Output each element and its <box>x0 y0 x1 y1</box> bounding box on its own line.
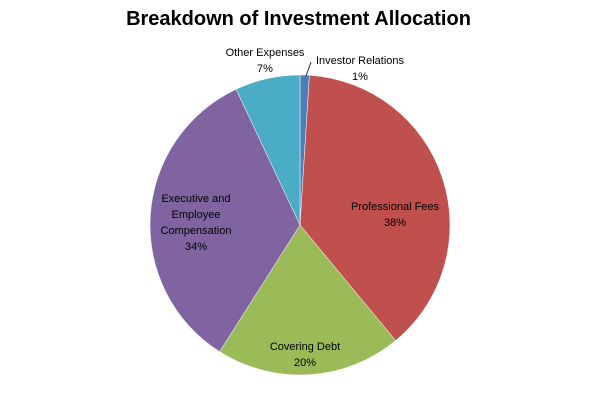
value-label: 7% <box>257 63 273 75</box>
value-label: 38% <box>383 217 407 229</box>
pie-slice <box>299 75 451 341</box>
pie-slice <box>149 88 301 352</box>
pie-slice <box>235 74 301 226</box>
category-label: Professional Fees <box>350 201 440 213</box>
slice-label: Executive and Employee Compensation 34% <box>146 191 246 255</box>
slice-label: Covering Debt 20% <box>270 339 340 371</box>
slice-label: Professional Fees 38% <box>351 199 439 231</box>
pie-slice <box>219 224 396 376</box>
category-label: Executive and Employee Compensation <box>160 193 232 237</box>
category-label: Investor Relations <box>315 55 405 67</box>
category-label: Covering Debt <box>269 341 341 353</box>
chart-title: Breakdown of Investment Allocation <box>126 8 471 30</box>
value-label: 34% <box>184 241 208 253</box>
leader-line <box>305 61 312 77</box>
slice-label: Other Expenses 7% <box>226 45 305 77</box>
slice-label: Investor Relations 1% <box>316 53 404 85</box>
value-label: 1% <box>352 71 368 83</box>
category-label: Other Expenses <box>225 47 305 59</box>
value-label: 20% <box>293 357 317 369</box>
